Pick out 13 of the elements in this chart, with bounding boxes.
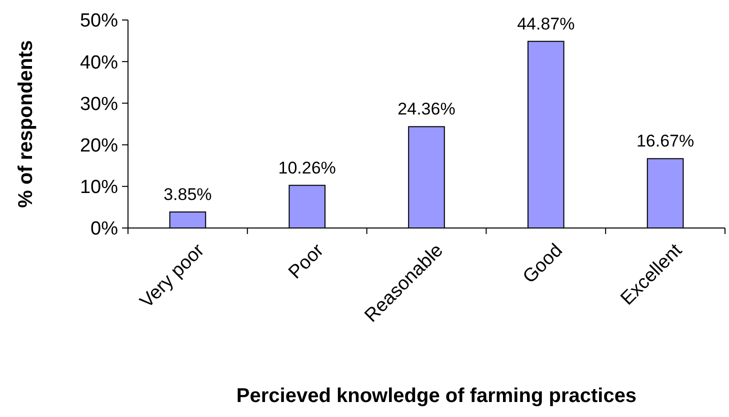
y-tick-label: 10%: [80, 177, 118, 198]
data-label: 3.85%: [164, 184, 212, 204]
data-label: 16.67%: [636, 132, 694, 151]
y-tick-label: 30%: [80, 94, 118, 115]
data-label: 24.36%: [398, 100, 456, 119]
data-label: 10.26%: [278, 158, 336, 178]
y-tick-label: 50%: [80, 10, 118, 32]
y-tick-label: 0%: [90, 218, 118, 240]
data-label: 44.87%: [517, 14, 575, 34]
x-axis-title: Percieved knowledge of farming practices: [236, 385, 637, 407]
y-tick-label: 20%: [80, 135, 118, 156]
y-axis-title: % of respondents: [15, 40, 37, 208]
y-tick-label: 40%: [80, 52, 118, 74]
